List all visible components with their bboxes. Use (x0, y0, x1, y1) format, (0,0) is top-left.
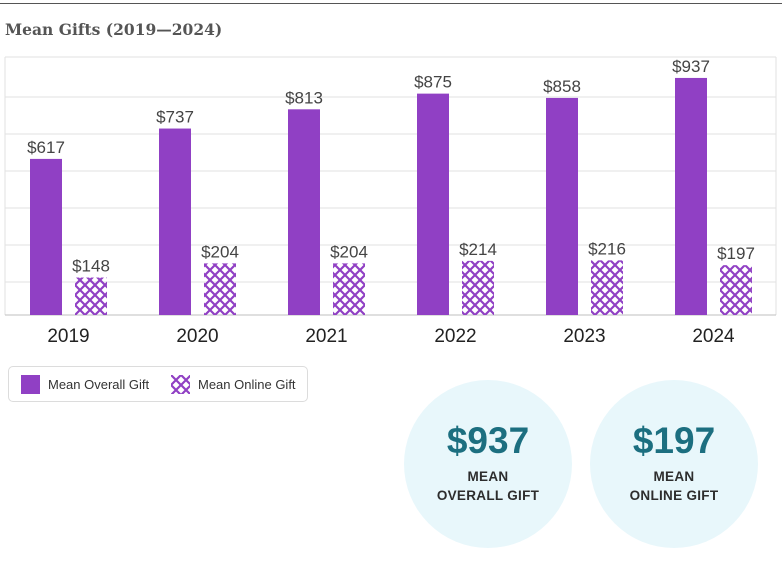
bar-online-2020 (204, 263, 236, 315)
data-labels: $617 $148 $737 $204 $813 $204 $875 $214 $858 $216… (27, 57, 755, 276)
data-label-online-2022: $214 (459, 240, 497, 259)
bar-overall-2022 (417, 93, 449, 315)
bars (30, 77, 752, 316)
bar-overall-2019 (30, 158, 62, 315)
x-tick-2020: 2020 (176, 326, 218, 347)
legend-item-overall: Mean Overall Gift (21, 375, 149, 394)
legend-label-online: Mean Online Gift (198, 377, 296, 392)
stat-value-overall: $937 (446, 420, 530, 461)
bar-overall-2020 (159, 128, 191, 315)
stat-label-online-line1: MEAN (653, 469, 695, 484)
bar-overall-2024 (675, 77, 707, 316)
bar-chart: $617 $148 $737 $204 $813 $204 $875 $214 $858 $216… (4, 56, 777, 347)
x-tick-2023: 2023 (563, 326, 605, 347)
top-rule (0, 3, 782, 4)
stat-label-overall-line2: OVERALL GIFT (436, 488, 540, 503)
stat-label-overall: MEAN OVERALL GIFT (404, 467, 572, 505)
x-tick-2021: 2021 (305, 326, 347, 347)
bar-overall-2021 (288, 109, 320, 315)
bar-online-2019 (75, 277, 107, 315)
solid-purple-swatch-icon (21, 375, 40, 394)
data-label-online-2024: $197 (717, 244, 755, 263)
legend-item-online: Mean Online Gift (171, 375, 296, 394)
crosshatch-swatch-icon (171, 375, 190, 394)
data-label-overall-2019: $617 (27, 138, 65, 157)
x-tick-labels: 2019 2020 2021 2022 2023 2024 (47, 326, 735, 347)
stat-circle-online: $197 MEAN ONLINE GIFT (590, 380, 758, 548)
bar-online-2021 (333, 263, 365, 315)
stat-label-overall-line1: MEAN (467, 469, 509, 484)
bar-online-2022 (462, 260, 494, 315)
legend: Mean Overall Gift Mean Online Gift (8, 366, 308, 402)
data-label-overall-2024: $937 (672, 57, 710, 76)
stat-label-online: MEAN ONLINE GIFT (590, 467, 758, 505)
data-label-overall-2023: $858 (543, 77, 581, 96)
data-label-online-2023: $216 (588, 239, 626, 258)
data-label-overall-2020: $737 (156, 108, 194, 127)
stat-label-online-line2: ONLINE GIFT (629, 488, 719, 503)
x-tick-2024: 2024 (692, 326, 735, 347)
data-label-online-2021: $204 (330, 242, 368, 261)
data-label-overall-2022: $875 (414, 73, 452, 92)
bar-overall-2023 (546, 97, 578, 316)
stat-value-online: $197 (632, 420, 716, 461)
data-label-online-2020: $204 (201, 242, 239, 261)
x-tick-2022: 2022 (434, 326, 476, 347)
stat-circle-overall: $937 MEAN OVERALL GIFT (404, 380, 572, 548)
grid-lines (4, 56, 777, 316)
chart-title: Mean Gifts (2019—2024) (5, 20, 223, 39)
bar-online-2023 (591, 260, 623, 315)
data-label-overall-2021: $813 (285, 88, 323, 107)
bar-online-2024 (720, 265, 752, 315)
x-tick-2019: 2019 (47, 326, 89, 347)
data-label-online-2019: $148 (72, 257, 110, 276)
legend-label-overall: Mean Overall Gift (48, 377, 150, 392)
